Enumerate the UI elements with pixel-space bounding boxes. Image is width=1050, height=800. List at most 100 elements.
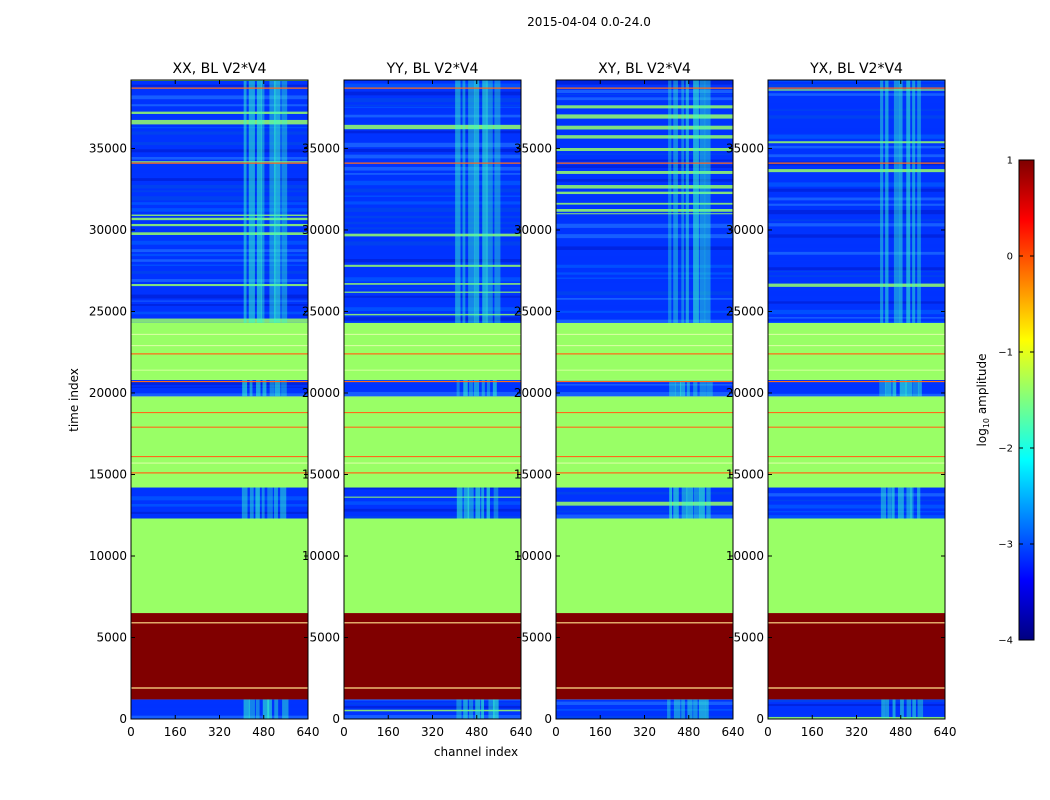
rfi-column-0-5-6	[281, 379, 287, 397]
rfi-column-0-7-0	[243, 80, 247, 323]
y-tick-label-3-1: 5000	[733, 630, 764, 644]
noise-stripe-3-3-2	[768, 504, 945, 509]
rfi-column-2-3-1	[673, 487, 679, 519]
panel-title-0: XX, BL V2*V4	[173, 61, 267, 77]
noise-stripe-1-7-19	[344, 201, 521, 205]
noise-stripe-0-7-13	[131, 232, 308, 235]
noise-stripe-0-7-14	[131, 223, 308, 227]
noise-stripe-3-7-30	[768, 109, 945, 111]
x-tick-label-1-4: 640	[510, 725, 533, 739]
noise-stripe-1-7-34	[344, 106, 521, 108]
y-tick-label-1-1: 5000	[309, 630, 340, 644]
noise-stripe-2-7-1	[556, 310, 733, 313]
noise-stripe-0-7-16	[131, 214, 308, 216]
x-tick-label-2-4: 640	[722, 725, 745, 739]
y-tick-label-2-5: 25000	[514, 304, 552, 318]
noise-stripe-3-7-26	[768, 141, 945, 144]
noise-stripe-2-7-11	[556, 234, 733, 239]
rfi-column-2-5-4	[693, 379, 698, 397]
noise-stripe-3-7-29	[768, 115, 945, 119]
noise-stripe-3-7-0	[768, 321, 945, 323]
rfi-column-1-3-1	[463, 487, 470, 519]
y-tick-label-1-6: 30000	[302, 223, 340, 237]
band-0-7	[131, 80, 308, 323]
noise-stripe-0-7-10	[131, 253, 308, 257]
noise-stripe-3-7-19	[768, 197, 945, 201]
rfi-column-2-5-1	[675, 379, 681, 397]
noise-stripe-2-3-0	[556, 514, 733, 519]
rfi-column-1-5-5	[486, 379, 491, 397]
rfi-column-3-5-1	[885, 379, 892, 397]
rfi-column-3-5-4	[905, 379, 913, 397]
noise-stripe-0-7-32	[131, 104, 308, 107]
noise-stripe-1-7-6	[344, 291, 521, 293]
noise-stripe-1-7-36	[344, 98, 521, 103]
noise-stripe-1-7-5	[344, 295, 521, 298]
noise-stripe-2-3-1	[556, 510, 733, 513]
rfi-column-1-0-0	[456, 699, 462, 719]
x-tick-label-0-3: 480	[252, 725, 275, 739]
noise-stripe-2-7-30	[556, 105, 733, 109]
rfi-column-2-0-3	[687, 699, 693, 719]
noise-stripe-0-7-12	[131, 240, 308, 245]
rfi-column-0-5-4	[269, 379, 275, 397]
rfi-column-0-7-1	[248, 80, 255, 323]
x-tick-label-2-1: 160	[589, 725, 612, 739]
noise-stripe-1-7-3	[344, 307, 521, 312]
noise-stripe-3-7-4	[768, 291, 945, 296]
y-tick-label-0-1: 5000	[96, 630, 127, 644]
rfi-column-1-0-5	[488, 699, 495, 719]
rfi-column-1-3-5	[486, 487, 490, 519]
rfi-column-3-7-2	[893, 80, 900, 323]
noise-stripe-1-7-17	[344, 215, 521, 219]
noise-stripe-1-7-22	[344, 188, 521, 193]
y-tick-label-0-6: 30000	[89, 223, 127, 237]
noise-stripe-2-7-32	[556, 93, 733, 96]
noise-stripe-0-7-28	[131, 131, 308, 135]
rfi-column-1-7-1	[462, 80, 466, 323]
panel-plot-1	[344, 80, 521, 719]
noise-stripe-2-7-9	[556, 256, 733, 260]
noise-stripe-1-7-33	[344, 109, 521, 111]
noise-stripe-0-7-9	[131, 259, 308, 262]
noise-stripe-2-3-2	[556, 501, 733, 506]
rfi-column-2-0-0	[667, 699, 671, 719]
rfi-column-2-7-4	[693, 80, 699, 323]
noise-stripe-3-0-1	[768, 708, 945, 713]
noise-stripe-0-7-24	[131, 161, 308, 163]
rfi-column-1-0-3	[475, 699, 481, 719]
x-tick-label-2-2: 320	[633, 725, 656, 739]
rfi-column-3-7-4	[906, 80, 911, 323]
noise-stripe-3-7-14	[768, 223, 945, 227]
band-3-4	[768, 396, 945, 488]
noise-stripe-1-3-0	[344, 516, 521, 519]
noise-stripe-3-0-2	[768, 703, 945, 707]
rfi-column-0-7-2	[256, 80, 262, 323]
noise-stripe-2-7-18	[556, 185, 733, 189]
band-3-2	[768, 518, 945, 614]
noise-stripe-2-5-2	[556, 379, 733, 382]
noise-stripe-0-7-17	[131, 208, 308, 212]
noise-stripe-0-7-33	[131, 95, 308, 100]
rfi-column-3-0-3	[900, 699, 904, 719]
rfi-column-2-0-4	[693, 699, 698, 719]
rfi-column-0-7-6	[281, 80, 288, 323]
noise-stripe-2-7-25	[556, 142, 733, 144]
noise-stripe-3-3-1	[768, 511, 945, 513]
rfi-column-1-5-6	[492, 379, 497, 397]
rfi-column-0-0-0	[243, 699, 250, 719]
noise-stripe-2-7-17	[556, 191, 733, 195]
noise-stripe-1-5-1	[344, 379, 521, 382]
x-tick-label-3-3: 480	[889, 725, 912, 739]
y-tick-label-0-4: 20000	[89, 386, 127, 400]
noise-stripe-3-7-33	[768, 89, 945, 91]
noise-stripe-3-5-2	[768, 383, 945, 386]
noise-stripe-3-7-6	[768, 275, 945, 277]
band-2-2	[556, 518, 733, 614]
rfi-column-3-7-3	[899, 80, 903, 323]
colorbar-gradient	[1018, 159, 1035, 641]
y-tick-label-3-4: 20000	[726, 386, 764, 400]
rfi-column-3-5-3	[899, 379, 907, 397]
noise-stripe-2-7-19	[556, 178, 733, 182]
noise-stripe-1-3-1	[344, 508, 521, 512]
